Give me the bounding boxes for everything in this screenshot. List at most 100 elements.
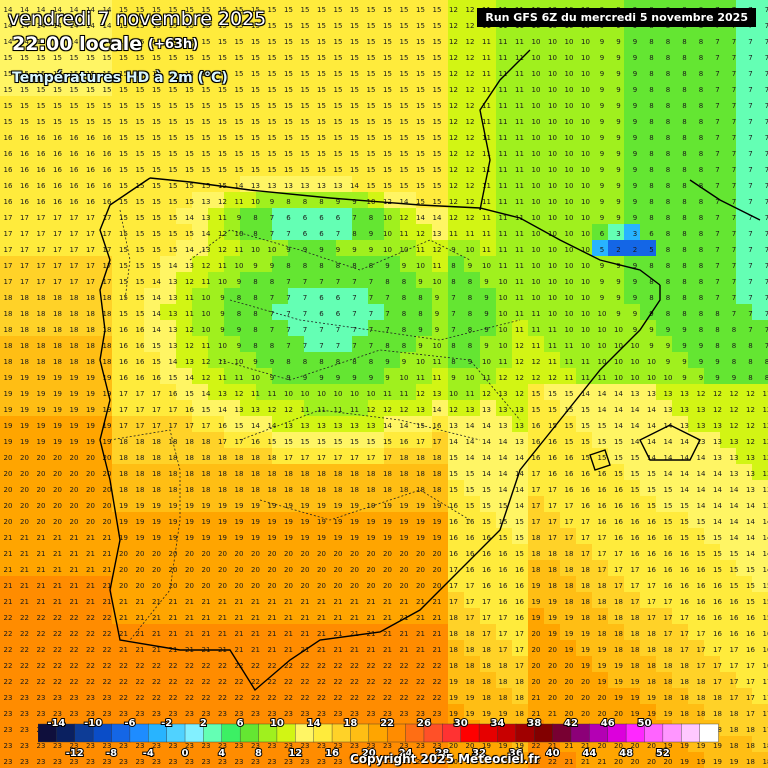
grid-value: 22 xyxy=(416,678,425,686)
field-cell xyxy=(192,0,208,16)
grid-value: 12 xyxy=(746,390,755,398)
grid-value: 10 xyxy=(565,246,574,254)
grid-value: 7 xyxy=(715,150,719,158)
grid-value: 21 xyxy=(4,534,13,542)
grid-value: 16 xyxy=(548,470,557,478)
grid-value: 21 xyxy=(37,566,46,574)
grid-value: 22 xyxy=(334,678,343,686)
field-cell xyxy=(400,48,416,64)
field-cell xyxy=(144,304,160,320)
grid-value: 7 xyxy=(715,70,719,78)
field-cell xyxy=(112,256,128,272)
field-cell xyxy=(736,64,752,80)
grid-value: 15 xyxy=(284,22,293,30)
field-cell xyxy=(512,48,528,64)
grid-value: 20 xyxy=(20,518,29,526)
field-cell xyxy=(96,320,112,336)
grid-value: 17 xyxy=(317,454,326,462)
grid-value: 9 xyxy=(682,374,686,382)
field-cell xyxy=(352,160,368,176)
field-cell xyxy=(288,32,304,48)
field-cell xyxy=(48,224,64,240)
field-cell xyxy=(32,64,48,80)
field-cell xyxy=(336,208,352,224)
field-cell xyxy=(128,240,144,256)
grid-value: 7 xyxy=(732,38,736,46)
field-cell xyxy=(544,48,560,64)
grid-value: 15 xyxy=(202,86,211,94)
field-cell xyxy=(160,0,176,16)
grid-value: 21 xyxy=(350,598,359,606)
field-cell xyxy=(48,240,64,256)
grid-value: 15 xyxy=(532,406,541,414)
grid-value: 19 xyxy=(53,422,62,430)
grid-value: 12 xyxy=(713,406,722,414)
field-cell xyxy=(656,304,672,320)
grid-value: 15 xyxy=(185,390,194,398)
field-cell xyxy=(544,112,560,128)
field-cell xyxy=(736,32,752,48)
grid-value: 9 xyxy=(633,118,637,126)
grid-value: 16 xyxy=(680,550,689,558)
grid-value: 10 xyxy=(548,118,557,126)
field-cell xyxy=(672,64,688,80)
grid-value: 15 xyxy=(565,422,574,430)
grid-value: 18 xyxy=(53,294,62,302)
grid-value: 21 xyxy=(53,598,62,606)
field-cell xyxy=(0,112,16,128)
field-cell xyxy=(448,32,464,48)
grid-value: 19 xyxy=(565,646,574,654)
field-cell xyxy=(32,320,48,336)
grid-value: 17 xyxy=(614,582,623,590)
field-cell xyxy=(496,304,512,320)
field-cell xyxy=(432,272,448,288)
field-cell xyxy=(352,16,368,32)
field-cell xyxy=(336,272,352,288)
field-cell xyxy=(720,128,736,144)
field-cell xyxy=(464,272,480,288)
legend-label: 16 xyxy=(325,748,339,759)
grid-value: 15 xyxy=(383,438,392,446)
grid-value: 16 xyxy=(631,534,640,542)
field-cell xyxy=(208,112,224,128)
grid-value: 17 xyxy=(367,454,376,462)
field-cell xyxy=(576,64,592,80)
grid-value: 15 xyxy=(20,102,29,110)
field-cell xyxy=(704,128,720,144)
field-cell xyxy=(256,160,272,176)
field-cell xyxy=(240,16,256,32)
field-cell xyxy=(32,16,48,32)
field-cell xyxy=(544,192,560,208)
grid-value: 16 xyxy=(37,134,46,142)
grid-value: 8 xyxy=(699,118,703,126)
grid-value: 20 xyxy=(20,454,29,462)
grid-value: 16 xyxy=(763,646,768,654)
grid-value: 22 xyxy=(103,662,112,670)
grid-value: 8 xyxy=(682,70,686,78)
field-cell xyxy=(560,160,576,176)
grid-value: 6 xyxy=(319,294,324,302)
grid-value: 19 xyxy=(284,518,293,526)
field-cell xyxy=(480,256,496,272)
grid-value: 13 xyxy=(169,310,178,318)
field-cell xyxy=(576,112,592,128)
field-cell xyxy=(0,144,16,160)
grid-value: 7 xyxy=(748,134,752,142)
grid-value: 15 xyxy=(268,22,277,30)
grid-value: 15 xyxy=(317,54,326,62)
field-cell xyxy=(640,80,656,96)
grid-value: 10 xyxy=(548,198,557,206)
grid-value: 17 xyxy=(4,262,13,270)
grid-value: 7 xyxy=(732,262,736,270)
grid-value: 11 xyxy=(218,262,227,270)
grid-value: 10 xyxy=(581,326,590,334)
grid-value: 13 xyxy=(680,406,689,414)
grid-value: 20 xyxy=(103,486,112,494)
field-cell xyxy=(96,0,112,16)
grid-value: 22 xyxy=(268,678,277,686)
grid-value: 18 xyxy=(499,678,508,686)
field-cell xyxy=(288,320,304,336)
grid-value: 18 xyxy=(482,678,491,686)
grid-value: 17 xyxy=(532,486,541,494)
grid-value: 16 xyxy=(400,438,409,446)
